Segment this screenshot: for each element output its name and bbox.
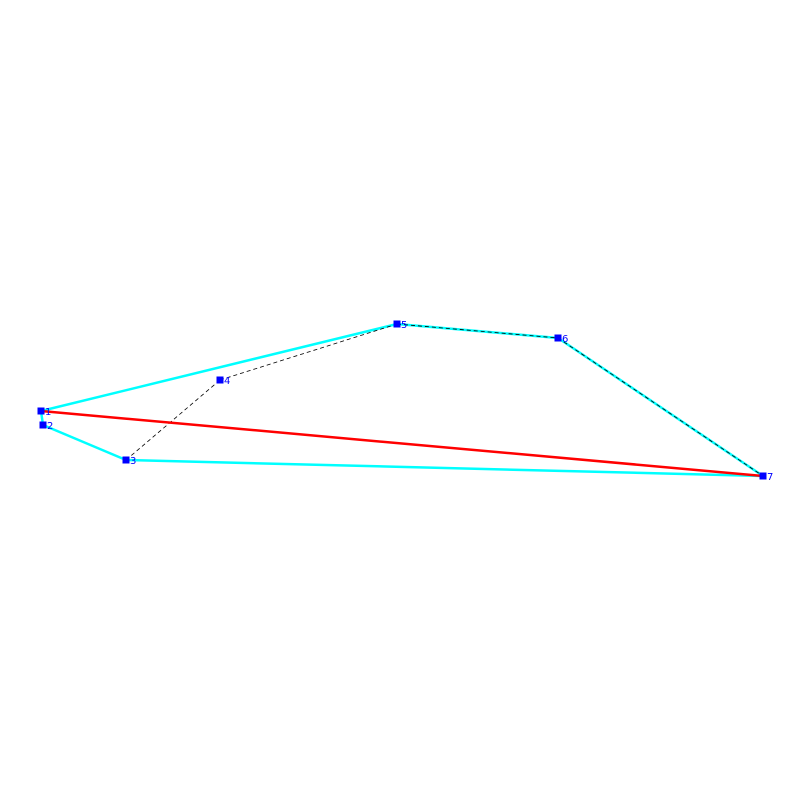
hull-edge-3-7 bbox=[124, 458, 765, 478]
point-marker-1 bbox=[37, 407, 45, 415]
point-marker-7 bbox=[759, 472, 767, 480]
point-3: 3 bbox=[122, 456, 136, 467]
point-label-2: 2 bbox=[47, 421, 53, 432]
dashed-edge-6-7 bbox=[557, 337, 764, 477]
point-4: 4 bbox=[216, 376, 230, 387]
points: 1 2 3 4 5 6 7 bbox=[37, 320, 773, 483]
diameter-edge-1-7 bbox=[39, 409, 765, 478]
dashed-edge-5-6 bbox=[396, 323, 559, 339]
point-label-5: 5 bbox=[401, 320, 407, 331]
point-6: 6 bbox=[554, 334, 568, 345]
point-label-3: 3 bbox=[130, 456, 136, 467]
dashed-path bbox=[125, 323, 764, 477]
point-label-1: 1 bbox=[45, 407, 51, 418]
point-2: 2 bbox=[39, 421, 53, 432]
diameter-edge bbox=[39, 409, 765, 478]
point-marker-6 bbox=[554, 334, 562, 342]
point-7: 7 bbox=[759, 472, 773, 483]
point-label-4: 4 bbox=[224, 376, 230, 387]
point-label-7: 7 bbox=[767, 472, 773, 483]
hull-edge-2-3 bbox=[41, 423, 128, 462]
hull-edge-5-1 bbox=[39, 322, 399, 413]
dashed-edge-4-5 bbox=[219, 323, 398, 381]
point-1: 1 bbox=[37, 407, 51, 418]
point-marker-4 bbox=[216, 376, 224, 384]
point-5: 5 bbox=[393, 320, 407, 331]
point-marker-5 bbox=[393, 320, 401, 328]
point-marker-3 bbox=[122, 456, 130, 464]
point-marker-2 bbox=[39, 421, 47, 429]
point-label-6: 6 bbox=[562, 334, 568, 345]
